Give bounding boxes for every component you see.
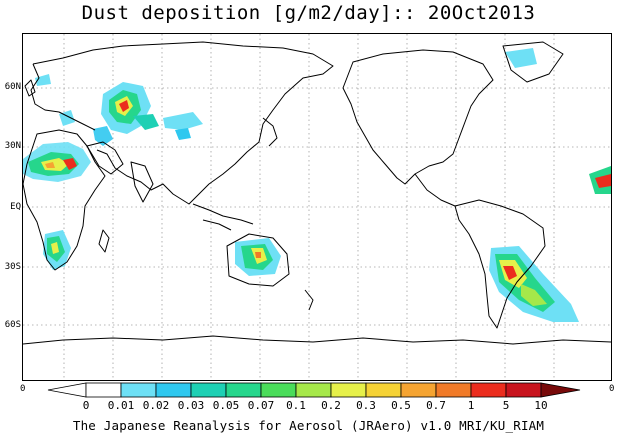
lat-label-eq: EQ bbox=[10, 202, 21, 212]
colorbar-tick-label: 0.3 bbox=[356, 399, 376, 412]
colorbar bbox=[47, 382, 581, 398]
coastlines bbox=[23, 41, 611, 345]
colorbar-cell bbox=[260, 382, 297, 398]
edge-label-left: 0 bbox=[20, 384, 26, 394]
lat-label-30s: 30S bbox=[4, 262, 21, 272]
map-title: Dust deposition [g/m2/day]:: 20Oct2013 bbox=[81, 2, 536, 24]
colorbar-tick-label: 0.01 bbox=[107, 399, 135, 412]
colorbar-tick-label: 5 bbox=[502, 399, 510, 412]
colorbar-under-arrow bbox=[47, 382, 87, 398]
colorbar-cell bbox=[85, 382, 122, 398]
colorbar-cell bbox=[400, 382, 437, 398]
colorbar-tick-label: 10 bbox=[534, 399, 548, 412]
lat-label-60s: 60S bbox=[4, 320, 21, 330]
colorbar-tick-label: 0.2 bbox=[321, 399, 341, 412]
colorbar-cell bbox=[155, 382, 192, 398]
colorbar-cell bbox=[470, 382, 507, 398]
colorbar-tick-label: 0.05 bbox=[212, 399, 240, 412]
colorbar-tick-label: 0 bbox=[82, 399, 90, 412]
colorbar-cell bbox=[330, 382, 367, 398]
world-map bbox=[22, 33, 612, 381]
lat-label-30n: 30N bbox=[4, 141, 21, 151]
colorbar-tick-label: 0.1 bbox=[286, 399, 306, 412]
colorbar-tick-label: 0.02 bbox=[142, 399, 170, 412]
edge-label-right: 0 bbox=[609, 384, 615, 394]
colorbar-over-arrow bbox=[540, 382, 581, 398]
colorbar-tick-label: 0.07 bbox=[247, 399, 275, 412]
dust-field bbox=[23, 48, 611, 322]
colorbar-cell bbox=[435, 382, 472, 398]
colorbar-cell bbox=[505, 382, 542, 398]
colorbar-cell bbox=[190, 382, 227, 398]
colorbar-tick-label: 1 bbox=[467, 399, 475, 412]
footer-credit: The Japanese Reanalysis for Aerosol (JRA… bbox=[72, 418, 545, 433]
colorbar-tick-label: 0.5 bbox=[391, 399, 411, 412]
map-canvas bbox=[23, 34, 611, 380]
colorbar-cell bbox=[295, 382, 332, 398]
colorbar-cell bbox=[120, 382, 157, 398]
colorbar-cell bbox=[365, 382, 402, 398]
colorbar-tick-label: 0.03 bbox=[177, 399, 205, 412]
graticule bbox=[23, 34, 611, 380]
lat-label-60n: 60N bbox=[4, 82, 21, 92]
colorbar-tick-label: 0.7 bbox=[426, 399, 446, 412]
colorbar-cell bbox=[225, 382, 262, 398]
